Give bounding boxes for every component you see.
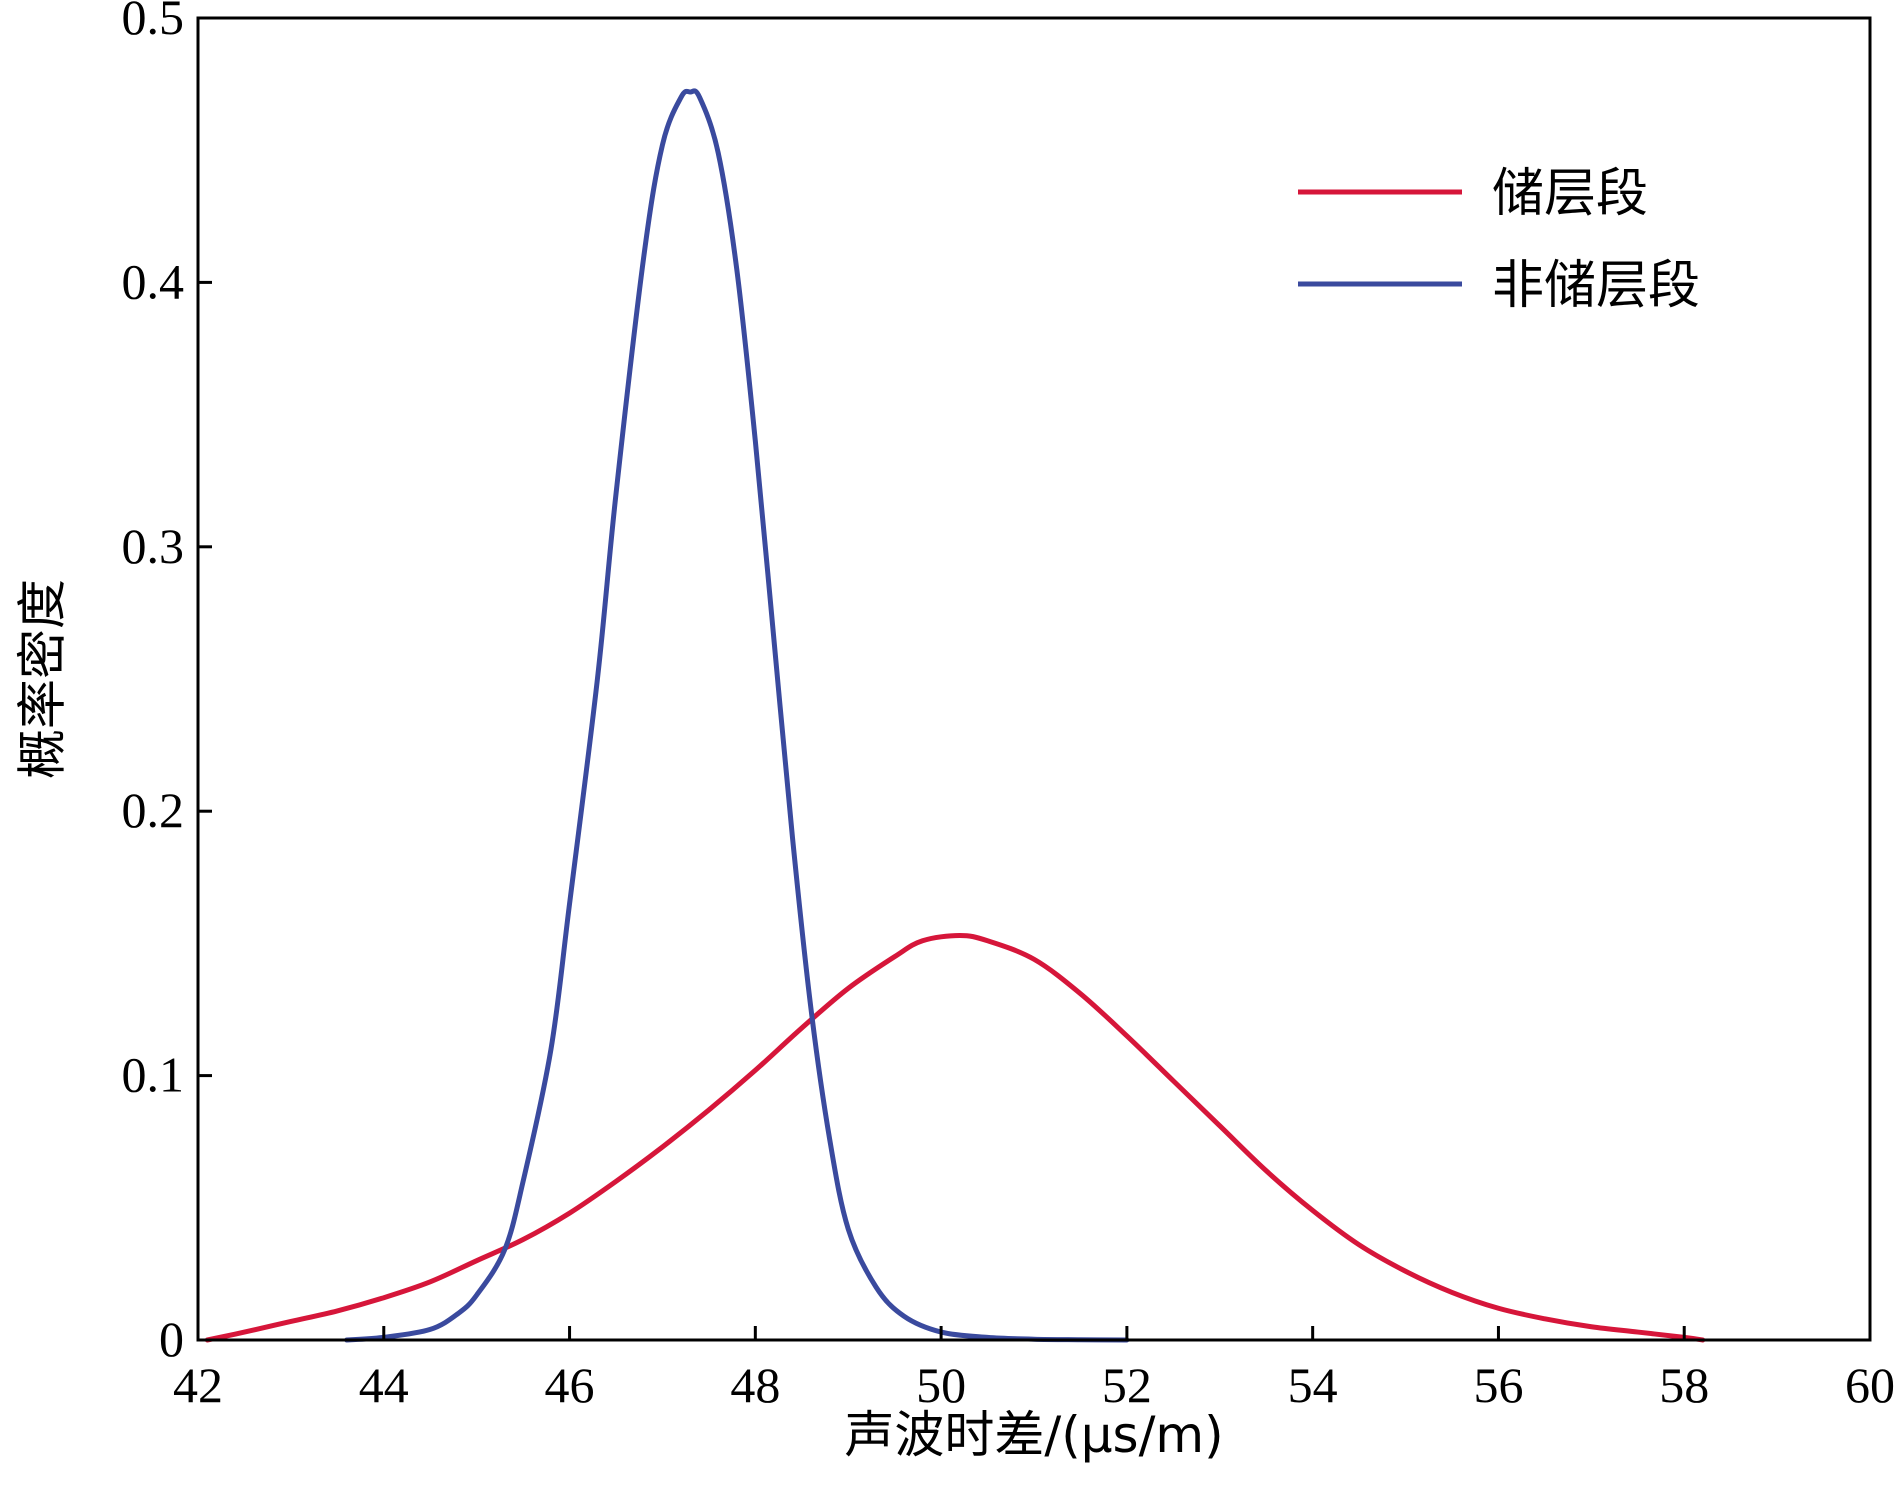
x-tick-label: 46 — [545, 1357, 595, 1413]
ticks-layer: 42 44 46 48 50 52 54 56 58 60 0 0.1 0.2 0.3 0.4 0.5 — [122, 0, 1896, 1413]
x-tick-label: 50 — [916, 1357, 966, 1413]
reservoir-series-line — [204, 932, 1706, 1343]
x-axis-title: 声波时差/(μs/m) — [844, 1406, 1223, 1464]
legend-label: 储层段 — [1492, 164, 1648, 224]
y-axis-title: 概率密度 — [14, 579, 72, 779]
x-tick-label: 58 — [1659, 1357, 1709, 1413]
y-tick-label: 0 — [159, 1311, 184, 1367]
non-reservoir-series-line — [344, 88, 1130, 1343]
x-tick-label: 54 — [1288, 1357, 1338, 1413]
x-tick-label: 42 — [173, 1357, 223, 1413]
plot-frame — [196, 16, 1872, 1342]
x-tick-label: 48 — [730, 1357, 780, 1413]
y-tick-label: 0.2 — [122, 782, 185, 838]
legend-item-reservoir: 储层段 — [1298, 164, 1648, 224]
y-tick-label: 0.1 — [122, 1047, 185, 1103]
y-tick-label: 0.3 — [122, 518, 185, 574]
x-tick-label: 52 — [1102, 1357, 1152, 1413]
x-tick-label: 44 — [359, 1357, 409, 1413]
series-layer — [204, 88, 1706, 1343]
x-tick-label: 56 — [1473, 1357, 1523, 1413]
y-tick-label: 0.4 — [122, 253, 185, 309]
legend-label: 非储层段 — [1492, 256, 1700, 316]
x-tick-label: 60 — [1845, 1357, 1895, 1413]
y-tick-label: 0.5 — [122, 0, 185, 45]
legend-item-non-reservoir: 非储层段 — [1298, 256, 1700, 316]
